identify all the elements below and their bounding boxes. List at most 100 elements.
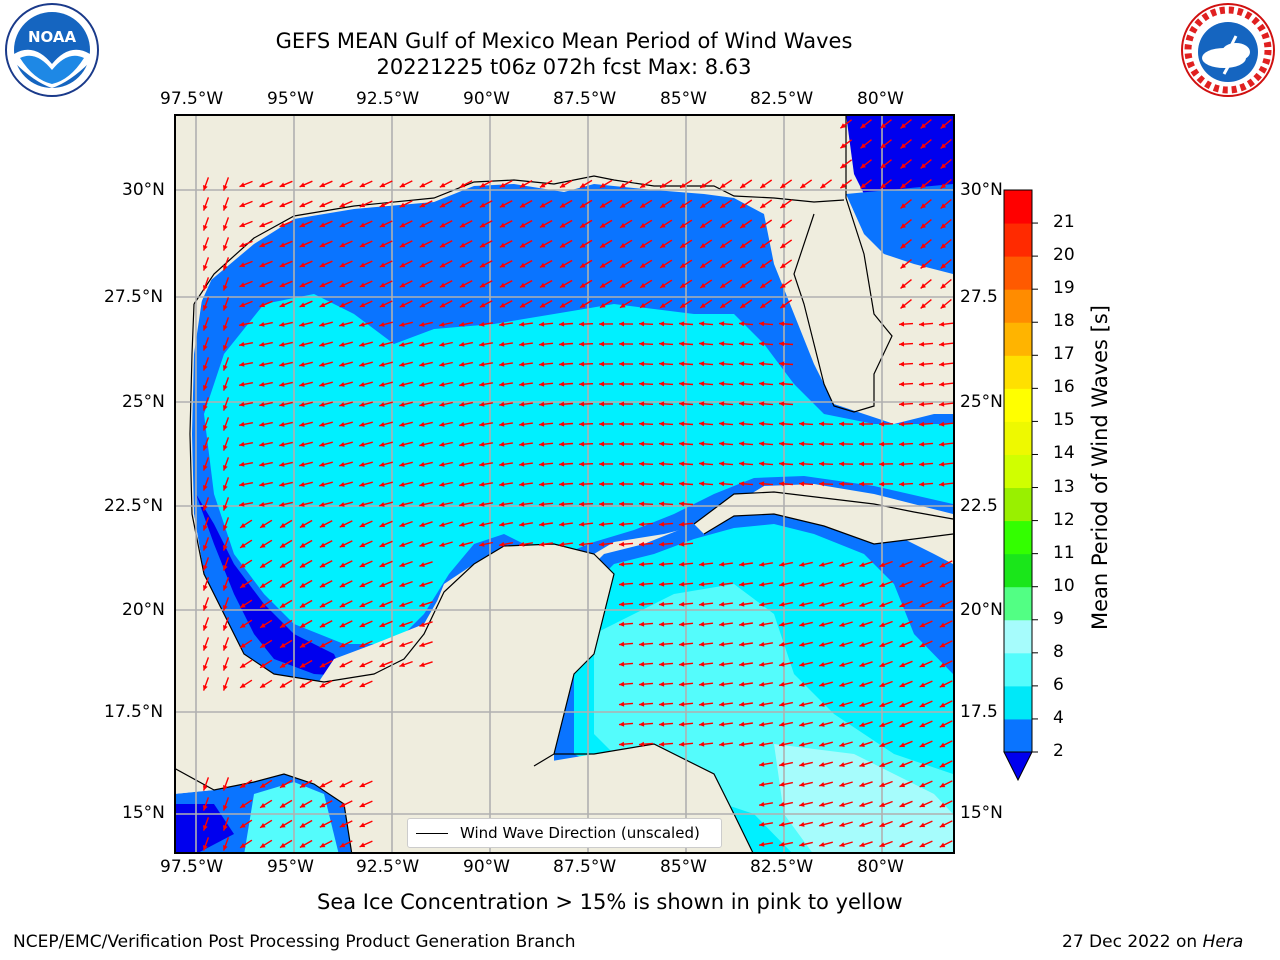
wind-wave-arrowhead bbox=[419, 602, 425, 607]
colorbar-tick-label: 16 bbox=[1053, 377, 1075, 398]
wind-wave-arrowhead bbox=[899, 682, 906, 688]
wind-wave-arrowhead bbox=[559, 401, 565, 407]
wind-wave-arrowhead bbox=[759, 601, 765, 607]
wind-wave-arrowhead bbox=[299, 662, 306, 668]
wind-wave-arrowhead bbox=[259, 422, 265, 427]
wind-wave-arrowhead bbox=[260, 783, 266, 788]
wind-wave-arrowhead bbox=[920, 263, 926, 269]
wind-wave-arrowhead bbox=[879, 622, 885, 627]
wind-wave-arrowhead bbox=[419, 282, 426, 288]
lat-tick-left: 22.5°N bbox=[104, 496, 164, 516]
wind-wave-arrowhead bbox=[339, 582, 346, 588]
wind-wave-arrowhead bbox=[920, 243, 926, 249]
wind-wave-arrowhead bbox=[739, 661, 745, 667]
wind-wave-arrowhead bbox=[399, 522, 405, 527]
wind-wave-arrowhead bbox=[519, 302, 526, 308]
wind-wave-arrowhead bbox=[280, 662, 286, 668]
colorbar-tick-label: 10 bbox=[1053, 575, 1075, 596]
wind-wave-arrowhead bbox=[223, 425, 228, 431]
wind-wave-arrowhead bbox=[939, 682, 946, 688]
wind-wave-arrowhead bbox=[399, 182, 406, 188]
wind-wave-arrowhead bbox=[223, 525, 228, 531]
wind-wave-arrowhead bbox=[379, 562, 386, 568]
wind-wave-arrowhead bbox=[299, 342, 305, 347]
colorbar-segment bbox=[1004, 190, 1032, 224]
wind-wave-arrowhead bbox=[939, 602, 946, 608]
wind-wave-arrowhead bbox=[740, 223, 746, 228]
wind-wave-arrowhead bbox=[339, 682, 346, 688]
wind-wave-arrowhead bbox=[339, 362, 345, 367]
wind-wave-arrowhead bbox=[600, 182, 606, 188]
wind-wave-arrowhead bbox=[759, 421, 765, 427]
wind-wave-arrowhead bbox=[223, 465, 228, 471]
wind-wave-arrowhead bbox=[939, 481, 945, 487]
wind-wave-arrowhead bbox=[359, 662, 366, 668]
wind-wave-arrowhead bbox=[839, 642, 845, 647]
lat-tick-right: 22.5 bbox=[960, 496, 998, 516]
wind-wave-arrowhead bbox=[799, 622, 805, 627]
wind-wave-arrowhead bbox=[299, 422, 305, 427]
wind-wave-arrowhead bbox=[223, 405, 228, 411]
wind-wave-arrowhead bbox=[919, 441, 925, 447]
wind-wave-arrowhead bbox=[319, 242, 326, 248]
sea-ice-caption: Sea Ice Concentration > 15% is shown in … bbox=[317, 890, 903, 914]
colorbar-segment bbox=[1004, 355, 1032, 389]
wind-wave-arrowhead bbox=[939, 782, 946, 788]
wind-wave-arrowhead bbox=[879, 842, 885, 847]
wind-wave-arrowhead bbox=[399, 622, 405, 627]
wind-wave-arrowhead bbox=[499, 441, 505, 447]
wind-wave-arrowhead bbox=[459, 321, 465, 327]
wind-wave-arrowhead bbox=[719, 721, 725, 727]
wind-wave-arrowhead bbox=[223, 345, 228, 351]
wind-wave-arrowhead bbox=[499, 321, 505, 327]
wind-wave-arrowhead bbox=[580, 282, 586, 288]
wind-wave-arrowhead bbox=[223, 565, 228, 571]
wind-wave-arrowhead bbox=[739, 401, 745, 407]
colorbar-tick-label: 8 bbox=[1053, 641, 1064, 662]
wind-wave-arrowhead bbox=[299, 642, 306, 648]
wind-wave-arrowhead bbox=[279, 382, 285, 387]
wind-wave-arrowhead bbox=[579, 381, 585, 387]
wind-wave-arrowhead bbox=[939, 822, 946, 828]
wind-wave-arrowhead bbox=[280, 622, 286, 628]
wind-wave-arrowhead bbox=[900, 223, 906, 229]
wind-wave-arrowhead bbox=[419, 302, 426, 308]
wind-wave-arrowhead bbox=[859, 662, 865, 667]
wind-wave-arrowhead bbox=[720, 283, 726, 288]
wind-wave-arrowhead bbox=[259, 502, 265, 507]
wind-wave-arrowhead bbox=[619, 581, 625, 587]
wind-wave-arrowhead bbox=[779, 481, 785, 487]
colorbar-tick-label: 12 bbox=[1053, 509, 1075, 530]
lon-tick-bottom: 90°W bbox=[463, 857, 510, 877]
legend-label: Wind Wave Direction (unscaled) bbox=[460, 824, 700, 842]
wind-wave-arrowhead bbox=[599, 361, 604, 367]
wind-wave-arrowhead bbox=[599, 421, 604, 427]
wind-wave-arrowhead bbox=[919, 381, 925, 387]
wind-wave-arrowhead bbox=[859, 682, 865, 687]
wind-wave-arrows bbox=[202, 118, 954, 851]
wind-wave-arrowhead bbox=[899, 622, 906, 628]
wind-wave-arrowhead bbox=[339, 262, 346, 268]
wind-wave-arrowhead bbox=[600, 282, 606, 288]
wind-wave-arrowhead bbox=[223, 625, 228, 631]
wind-wave-arrowhead bbox=[899, 602, 906, 608]
wind-wave-arrowhead bbox=[439, 382, 445, 387]
wind-wave-arrowhead bbox=[499, 421, 505, 427]
wind-wave-arrowhead bbox=[319, 462, 325, 467]
wind-wave-arrowhead bbox=[920, 183, 926, 189]
wind-wave-arrowhead bbox=[280, 582, 286, 588]
wind-wave-arrowhead bbox=[639, 641, 645, 647]
wind-wave-arrowhead bbox=[660, 243, 666, 248]
wind-wave-arrowhead bbox=[459, 381, 465, 387]
wind-wave-arrowhead bbox=[619, 521, 625, 527]
wind-wave-arrowhead bbox=[799, 702, 805, 707]
wind-wave-arrowhead bbox=[223, 225, 228, 231]
wind-wave-arrowhead bbox=[339, 782, 346, 788]
wind-wave-arrowhead bbox=[760, 243, 766, 248]
wind-wave-arrowhead bbox=[359, 322, 365, 327]
wind-wave-arrowhead bbox=[800, 183, 806, 189]
wind-wave-arrowhead bbox=[759, 561, 765, 567]
wind-wave-arrowhead bbox=[260, 843, 266, 848]
wind-wave-arrowhead bbox=[559, 242, 566, 248]
wind-wave-arrowhead bbox=[660, 263, 666, 268]
